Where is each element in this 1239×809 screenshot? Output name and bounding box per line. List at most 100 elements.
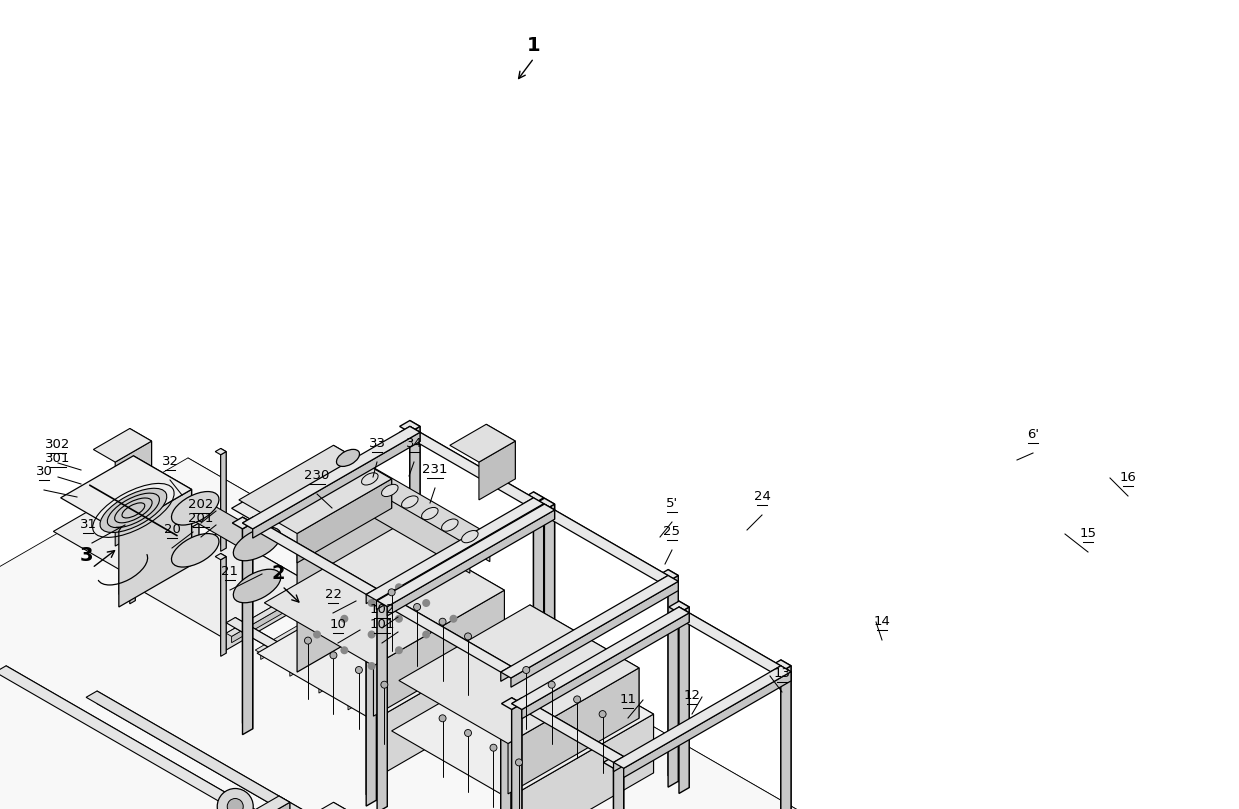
Polygon shape	[221, 557, 227, 656]
Text: 302: 302	[46, 438, 71, 451]
Polygon shape	[501, 575, 678, 678]
Circle shape	[422, 599, 430, 607]
Text: 301: 301	[46, 452, 71, 465]
Polygon shape	[669, 607, 781, 671]
Polygon shape	[372, 668, 462, 720]
Text: 2: 2	[271, 564, 285, 583]
Polygon shape	[603, 756, 623, 769]
Polygon shape	[232, 587, 317, 642]
Ellipse shape	[441, 519, 458, 532]
Polygon shape	[367, 588, 377, 800]
Polygon shape	[679, 607, 689, 794]
Polygon shape	[0, 666, 297, 809]
Polygon shape	[312, 504, 317, 604]
Text: 230: 230	[305, 469, 330, 482]
Polygon shape	[85, 691, 352, 809]
Text: 231: 231	[422, 463, 447, 476]
Polygon shape	[333, 803, 534, 809]
Text: 5': 5'	[665, 497, 678, 510]
Polygon shape	[312, 574, 476, 679]
Polygon shape	[400, 426, 534, 504]
Polygon shape	[297, 479, 392, 563]
Polygon shape	[512, 697, 623, 762]
Polygon shape	[130, 501, 135, 601]
Polygon shape	[115, 796, 290, 809]
Ellipse shape	[362, 472, 378, 485]
Polygon shape	[97, 691, 352, 809]
Polygon shape	[134, 485, 199, 549]
Polygon shape	[243, 517, 253, 729]
Polygon shape	[679, 607, 781, 675]
Polygon shape	[457, 668, 462, 677]
Circle shape	[227, 798, 243, 809]
Ellipse shape	[401, 496, 418, 508]
Polygon shape	[313, 634, 404, 687]
Polygon shape	[501, 667, 510, 681]
Text: 12: 12	[684, 689, 700, 702]
Circle shape	[548, 681, 555, 688]
Polygon shape	[369, 617, 375, 627]
Text: 202: 202	[188, 498, 213, 511]
Text: 31: 31	[79, 518, 97, 531]
Polygon shape	[668, 575, 678, 787]
Text: 13: 13	[773, 667, 790, 680]
Polygon shape	[216, 448, 227, 455]
Polygon shape	[119, 523, 199, 595]
Polygon shape	[333, 445, 392, 508]
Polygon shape	[377, 595, 510, 672]
Polygon shape	[130, 429, 151, 525]
Circle shape	[341, 646, 348, 654]
Polygon shape	[522, 613, 689, 718]
Polygon shape	[508, 714, 653, 809]
Polygon shape	[297, 487, 399, 672]
Polygon shape	[427, 651, 434, 661]
Polygon shape	[534, 498, 555, 510]
Circle shape	[313, 630, 321, 638]
Circle shape	[217, 789, 253, 809]
Polygon shape	[502, 697, 522, 709]
Polygon shape	[544, 504, 555, 519]
Text: 101: 101	[369, 618, 395, 631]
Polygon shape	[538, 647, 653, 773]
Polygon shape	[367, 595, 377, 806]
Circle shape	[388, 589, 395, 595]
Circle shape	[380, 681, 388, 688]
Polygon shape	[284, 617, 375, 670]
Polygon shape	[253, 432, 420, 538]
Polygon shape	[104, 485, 112, 502]
Polygon shape	[134, 455, 192, 565]
Polygon shape	[302, 574, 476, 673]
Polygon shape	[510, 582, 678, 687]
Circle shape	[395, 615, 403, 623]
Circle shape	[574, 696, 581, 703]
Text: 34: 34	[405, 437, 422, 450]
Circle shape	[305, 637, 311, 644]
Circle shape	[489, 744, 497, 752]
Polygon shape	[544, 504, 668, 585]
Polygon shape	[410, 426, 420, 442]
Circle shape	[356, 667, 362, 674]
Polygon shape	[227, 584, 317, 637]
Circle shape	[368, 599, 375, 607]
Circle shape	[414, 604, 420, 611]
Polygon shape	[235, 617, 399, 722]
Polygon shape	[512, 704, 522, 809]
Polygon shape	[221, 448, 227, 549]
Polygon shape	[658, 575, 668, 591]
Polygon shape	[400, 421, 420, 432]
Polygon shape	[290, 621, 375, 676]
Polygon shape	[377, 504, 555, 607]
Polygon shape	[373, 591, 504, 716]
Polygon shape	[613, 666, 790, 769]
Polygon shape	[130, 532, 312, 637]
Polygon shape	[512, 697, 522, 809]
Polygon shape	[349, 477, 470, 574]
Circle shape	[465, 730, 472, 736]
Polygon shape	[130, 504, 135, 604]
Polygon shape	[97, 489, 112, 510]
Polygon shape	[410, 421, 420, 632]
Polygon shape	[534, 498, 544, 513]
Polygon shape	[410, 426, 420, 638]
Text: 10: 10	[330, 618, 347, 631]
Polygon shape	[221, 532, 312, 601]
